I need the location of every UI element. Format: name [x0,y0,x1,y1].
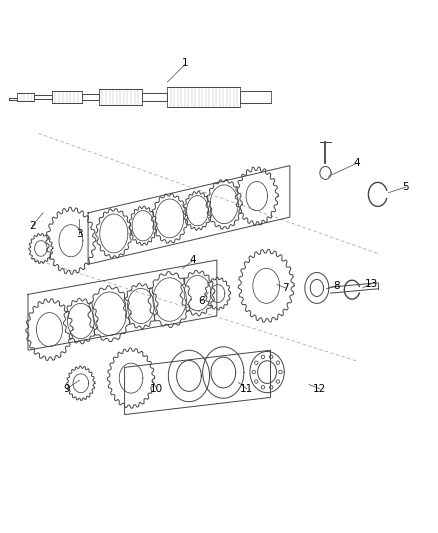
Text: 7: 7 [282,283,289,293]
Text: 4: 4 [190,255,197,265]
Text: 13: 13 [365,279,378,289]
Text: 3: 3 [76,229,83,239]
Text: 8: 8 [334,281,340,291]
Text: 1: 1 [181,58,188,68]
Text: 11: 11 [240,384,254,394]
Text: 5: 5 [403,182,409,192]
Text: 4: 4 [353,158,360,168]
Text: 2: 2 [29,221,35,231]
Text: 6: 6 [198,296,205,306]
Text: 10: 10 [150,384,163,394]
Text: 9: 9 [64,384,70,394]
Text: 12: 12 [313,384,326,394]
